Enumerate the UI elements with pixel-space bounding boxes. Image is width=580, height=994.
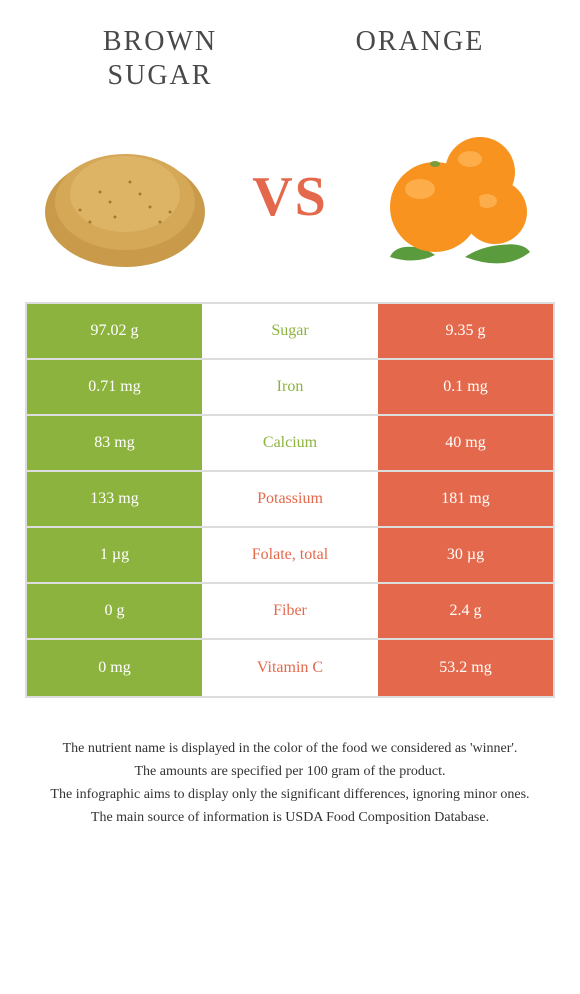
right-food-title: ORANGE [320,25,520,92]
left-food-image [30,112,220,282]
left-title-line1: BROWN [103,26,217,57]
vs-label: VS [252,165,328,229]
table-row: 97.02 gSugar9.35 g [27,304,553,360]
right-value: 0.1 mg [378,360,553,414]
right-value: 53.2 mg [378,640,553,696]
table-row: 0.71 mgIron0.1 mg [27,360,553,416]
table-row: 0 gFiber2.4 g [27,584,553,640]
nutrient-label: Calcium [202,416,378,470]
left-value: 0.71 mg [27,360,202,414]
nutrient-label: Vitamin C [202,640,378,696]
nutrient-label: Fiber [202,584,378,638]
right-value: 2.4 g [378,584,553,638]
right-value: 181 mg [378,472,553,526]
right-value: 40 mg [378,416,553,470]
footnotes: The nutrient name is displayed in the co… [0,738,580,828]
footnote-line: The main source of information is USDA F… [25,807,555,828]
table-row: 0 mgVitamin C53.2 mg [27,640,553,696]
right-value: 9.35 g [378,304,553,358]
left-value: 0 mg [27,640,202,696]
nutrient-label: Sugar [202,304,378,358]
right-value: 30 µg [378,528,553,582]
left-value: 133 mg [27,472,202,526]
nutrient-label: Iron [202,360,378,414]
images-row: VS [0,102,580,302]
brown-sugar-icon [40,122,210,272]
header: BROWN SUGAR ORANGE [0,0,580,102]
left-food-title: BROWN SUGAR [60,25,260,92]
left-value: 97.02 g [27,304,202,358]
left-title-line2: SUGAR [108,60,213,91]
footnote-line: The nutrient name is displayed in the co… [25,738,555,759]
table-row: 1 µgFolate, total30 µg [27,528,553,584]
nutrient-label: Folate, total [202,528,378,582]
table-row: 83 mgCalcium40 mg [27,416,553,472]
left-value: 1 µg [27,528,202,582]
right-title: ORANGE [356,26,485,57]
oranges-icon [365,117,545,277]
footnote-line: The amounts are specified per 100 gram o… [25,761,555,782]
comparison-table: 97.02 gSugar9.35 g0.71 mgIron0.1 mg83 mg… [25,302,555,698]
left-value: 0 g [27,584,202,638]
table-row: 133 mgPotassium181 mg [27,472,553,528]
nutrient-label: Potassium [202,472,378,526]
footnote-line: The infographic aims to display only the… [25,784,555,805]
left-value: 83 mg [27,416,202,470]
right-food-image [360,112,550,282]
